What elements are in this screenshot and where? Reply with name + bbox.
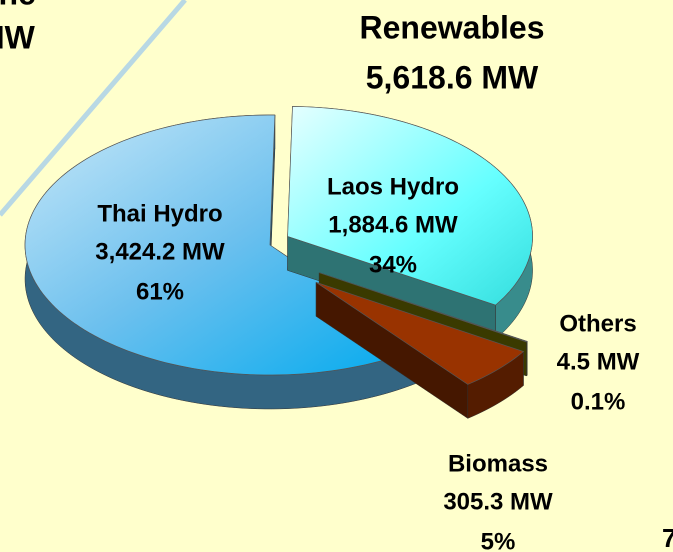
slice-top bbox=[319, 272, 528, 343]
slice-top bbox=[315, 281, 525, 385]
slice-percent: 61% bbox=[136, 278, 184, 305]
cut-text: gine bbox=[0, 0, 36, 11]
decor-line bbox=[0, 0, 187, 217]
slice-top bbox=[287, 106, 533, 306]
slice-label: Laos Hydro bbox=[327, 173, 459, 200]
slice-value: 1,884.6 MW bbox=[328, 211, 458, 238]
slice-label: Biomass bbox=[448, 450, 548, 477]
slice-value: 4.5 MW bbox=[557, 348, 640, 375]
slice-value: 3,424.2 MW bbox=[95, 238, 225, 265]
labels: Thai Hydro 3,424.2 MW 61% Laos Hydro 1,884.6… bbox=[95, 173, 639, 552]
slice-percent: 5% bbox=[481, 528, 516, 552]
page-number: 7 bbox=[662, 523, 673, 552]
chart-title: Renewables bbox=[360, 9, 545, 45]
pie bbox=[24, 106, 533, 419]
slice-label: Thai Hydro bbox=[97, 200, 222, 227]
slice-percent: 34% bbox=[369, 251, 417, 278]
slice-side bbox=[526, 340, 528, 377]
chart-subtitle: 5,618.6 MW bbox=[366, 59, 539, 95]
slice-label: Others bbox=[559, 310, 636, 337]
slice-percent: 0.1% bbox=[571, 388, 626, 415]
slice-value: 305.3 MW bbox=[443, 488, 553, 515]
cut-text: MW bbox=[0, 19, 36, 55]
